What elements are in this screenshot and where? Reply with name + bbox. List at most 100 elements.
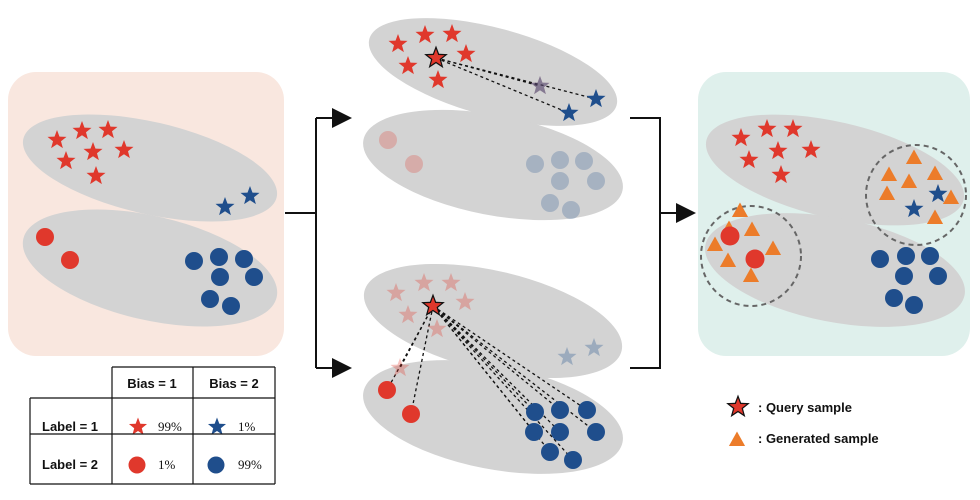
- orange-triangle-icon: [728, 431, 746, 446]
- blue-circle: [185, 252, 203, 270]
- blue-circle: [222, 297, 240, 315]
- dashed-connection-line: [432, 305, 551, 453]
- blue-circle: [885, 289, 903, 307]
- faded-red-star: [441, 273, 461, 292]
- cluster-ellipse: [363, 360, 623, 474]
- blue-circle: [551, 423, 569, 441]
- blue-circle: [897, 247, 915, 265]
- table-cell-l1-b2: 1%: [238, 419, 256, 434]
- dashed-connection-line: [410, 305, 434, 415]
- faded-blue-circle: [541, 194, 559, 212]
- faded-red-star: [386, 283, 406, 302]
- generated-sample-triangle: [706, 236, 724, 251]
- blue-circle: [587, 423, 605, 441]
- generated-sample-triangle: [942, 189, 960, 204]
- red-star: [801, 140, 821, 159]
- dashed-connection-line: [432, 305, 588, 411]
- red-star: [114, 140, 134, 159]
- blue-circle: [564, 451, 582, 469]
- red-star: [442, 24, 462, 43]
- legend-query-label: : Query sample: [758, 400, 852, 415]
- blue-circle-icon: [207, 456, 225, 474]
- red-star: [72, 121, 92, 140]
- blue-circle: [578, 401, 596, 419]
- blue-circle: [871, 250, 889, 268]
- faded-blue-star: [584, 338, 604, 357]
- red-star: [47, 130, 67, 149]
- blue-star-icon: [207, 417, 227, 435]
- red-star-icon: [128, 417, 148, 435]
- neighborhood-circle-bottom: [700, 205, 802, 307]
- table-cell-l1-b1: 99%: [158, 419, 182, 434]
- generated-sample-triangle: [900, 173, 918, 188]
- blue-circle: [235, 250, 253, 268]
- table-row-header-label2: Label = 2: [42, 457, 98, 472]
- generated-sample-triangle: [926, 165, 944, 180]
- red-star: [771, 165, 791, 184]
- faded-blue-circle: [551, 151, 569, 169]
- bias-table: Bias = 1 Bias = 2 Label = 1 Label = 2 99…: [29, 366, 276, 485]
- faded-red-star: [414, 273, 434, 292]
- legend: : Query sample : Generated sample: [758, 400, 879, 446]
- cluster-ellipses: [22, 18, 965, 474]
- faded-red-star: [398, 305, 418, 324]
- faded-blue-circle: [587, 172, 605, 190]
- blue-circle: [525, 423, 543, 441]
- cluster-ellipse: [368, 18, 618, 126]
- red-star: [456, 44, 476, 63]
- faded-red-star: [455, 292, 475, 311]
- neighborhood-circle-top: [865, 144, 967, 246]
- dashed-connection-line: [432, 305, 574, 461]
- red-star: [768, 141, 788, 160]
- faded-red-star: [390, 358, 410, 377]
- blue-star: [586, 89, 606, 108]
- faded-blue-circle: [562, 201, 580, 219]
- red-star: [86, 166, 106, 185]
- sample-markers: [36, 24, 960, 474]
- generated-sample-triangle: [880, 166, 898, 181]
- red-star: [757, 119, 777, 138]
- blue-circle: [895, 267, 913, 285]
- red-circle: [378, 381, 396, 399]
- blue-star: [530, 76, 550, 95]
- faded-blue-circle: [526, 155, 544, 173]
- blue-star: [928, 184, 948, 203]
- red-circle: [36, 228, 54, 246]
- blue-circle: [211, 268, 229, 286]
- generated-sample-triangle: [878, 185, 896, 200]
- generated-sample-triangle: [731, 202, 749, 217]
- generated-sample-triangle: [764, 240, 782, 255]
- red-star: [415, 25, 435, 44]
- red-circle: [402, 405, 420, 423]
- faded-red-star: [427, 319, 447, 338]
- blue-circle: [245, 268, 263, 286]
- red-star: [56, 151, 76, 170]
- blue-star: [215, 197, 235, 216]
- blue-star: [240, 186, 260, 205]
- generated-sample-triangle: [743, 221, 761, 236]
- table-col-header-bias2: Bias = 2: [209, 376, 259, 391]
- faded-red-circle: [405, 155, 423, 173]
- faded-red-circle: [379, 131, 397, 149]
- faded-blue-star: [557, 347, 577, 366]
- flow-arrows: [285, 108, 696, 378]
- blue-circle: [541, 443, 559, 461]
- right-merge-top: [630, 117, 661, 369]
- table-col-header-bias1: Bias = 1: [127, 376, 177, 391]
- faded-blue-circle: [551, 172, 569, 190]
- blue-circle: [905, 296, 923, 314]
- legend-generated-label: : Generated sample: [758, 431, 879, 446]
- table-cell-l2-b2: 99%: [238, 457, 262, 472]
- cluster-ellipse: [22, 114, 278, 222]
- dashed-connection-line: [432, 305, 597, 433]
- generated-sample-triangle: [926, 209, 944, 224]
- table-row-header-label1: Label = 1: [42, 419, 98, 434]
- generated-sample-triangle: [905, 149, 923, 164]
- red-circle: [61, 251, 79, 269]
- red-star: [83, 142, 103, 161]
- query-star-icon: [424, 297, 442, 314]
- blue-circle: [921, 247, 939, 265]
- red-star: [428, 70, 448, 89]
- query-connection-lines: [386, 57, 597, 461]
